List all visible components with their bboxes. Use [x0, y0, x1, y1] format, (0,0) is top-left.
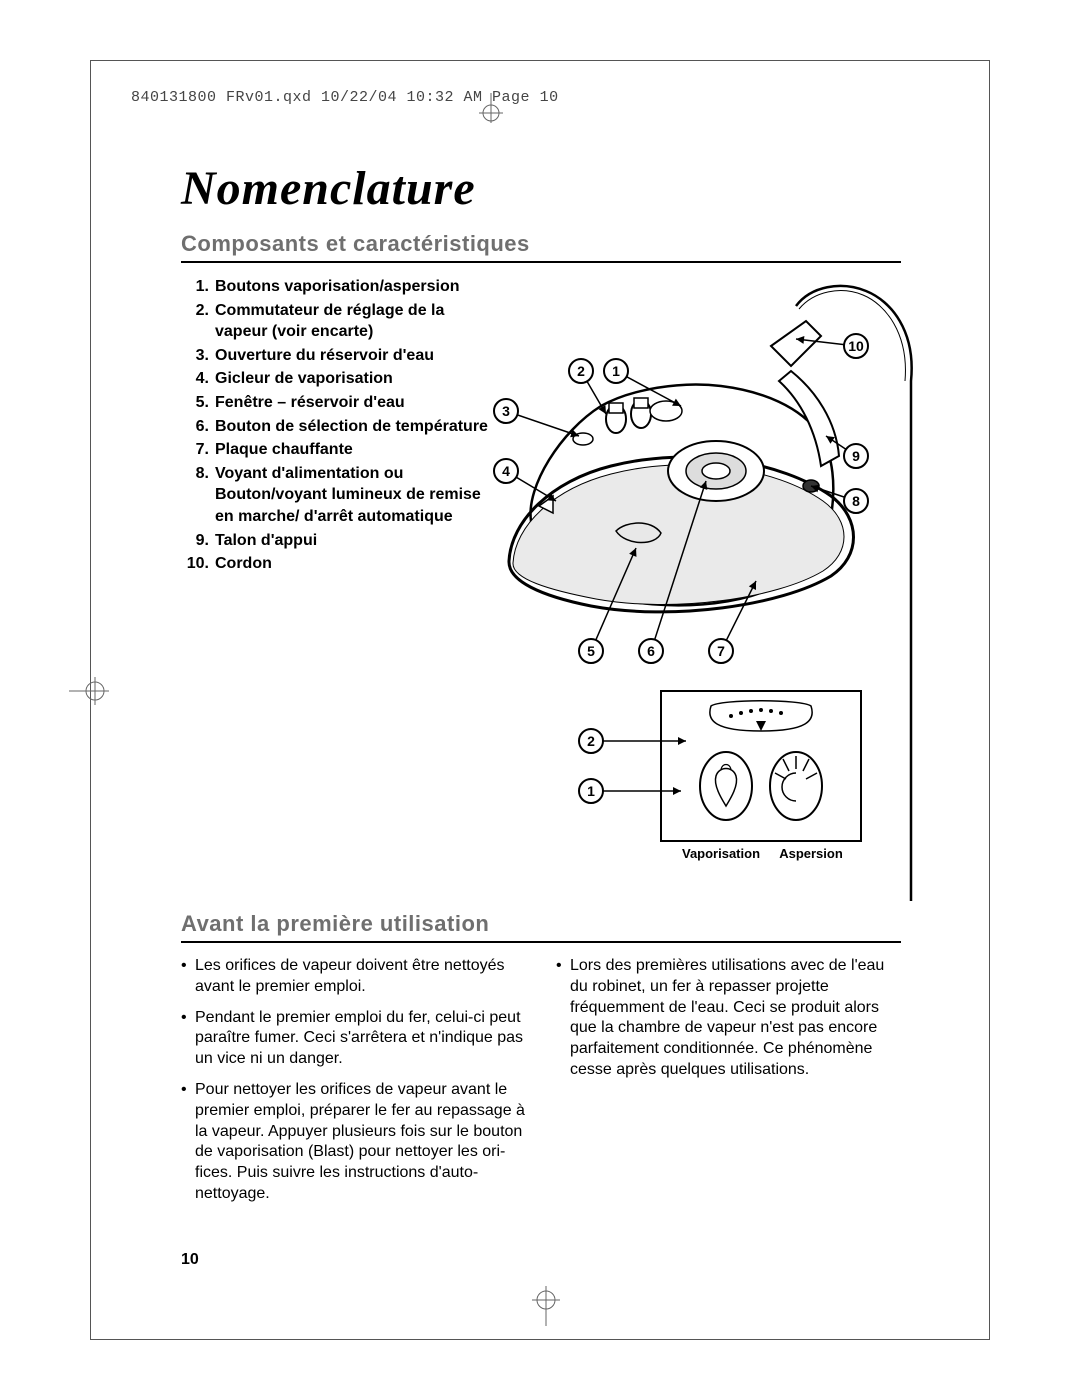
crop-mark-top: [471, 93, 511, 123]
page-title: Nomenclature: [181, 161, 476, 216]
callout-number: 4: [502, 463, 510, 479]
parts-item-label: Ouverture du réservoir d'eau: [215, 345, 491, 367]
parts-item-label: Talon d'appui: [215, 530, 491, 552]
callout-number: 1: [612, 363, 620, 379]
parts-item-label: Plaque chauffante: [215, 439, 491, 461]
inset-label-right: Aspersion: [779, 846, 843, 861]
parts-list-item: 7. Plaque chauffante: [181, 439, 491, 461]
bullet-text: Pendant le premier emploi du fer, celui-…: [195, 1008, 526, 1070]
parts-item-number: 8.: [181, 463, 209, 528]
bullet-text: Les orifices de vapeur doivent être nett…: [195, 956, 526, 998]
column-right: •Lors des premières utilisations avec de…: [556, 956, 901, 1215]
parts-item-label: Cordon: [215, 553, 491, 575]
parts-list-item: 8.Voyant d'alimentation ou Bouton/voyant…: [181, 463, 491, 528]
parts-item-label: Voyant d'alimentation ou Bouton/voyant l…: [215, 463, 491, 528]
section-rule-2: [181, 941, 901, 943]
parts-item-label: Fenêtre – réservoir d'eau: [215, 392, 491, 414]
callout-number: 3: [502, 403, 510, 419]
parts-item-label: Bouton de sélection de température: [215, 416, 491, 438]
parts-list-item: 10. Cordon: [181, 553, 491, 575]
inset-label-left: Vaporisation: [682, 846, 760, 861]
callout-number: 6: [647, 643, 655, 659]
bullet-text: Lors des premières utilisations avec de …: [570, 956, 901, 1081]
callout-number: 5: [587, 643, 595, 659]
parts-item-number: 10.: [181, 553, 209, 575]
section-heading-components: Composants et caractéristiques: [181, 231, 530, 257]
bullet-item: •Pendant le premier emploi du fer, celui…: [181, 1008, 526, 1070]
bullet-item: •Lors des premières utilisations avec de…: [556, 956, 901, 1081]
parts-list-item: 3. Ouverture du réservoir d'eau: [181, 345, 491, 367]
parts-item-number: 2.: [181, 300, 209, 343]
parts-item-number: 4.: [181, 368, 209, 390]
bullet-item: •Les orifices de vapeur doivent être net…: [181, 956, 526, 998]
parts-list-item: 2.Commutateur de réglage de la vapeur (v…: [181, 300, 491, 343]
page-number: 10: [181, 1251, 199, 1269]
parts-item-label: Boutons vaporisation/aspersion: [215, 276, 491, 298]
callout-number: 8: [852, 493, 860, 509]
bullet-dot: •: [181, 956, 195, 998]
parts-item-number: 7.: [181, 439, 209, 461]
bullet-item: •Pour nettoyer les orifices de vapeur av…: [181, 1080, 526, 1205]
callout-number: 1: [587, 783, 595, 799]
callout-number: 7: [717, 643, 725, 659]
callout-number: 10: [848, 338, 864, 354]
section-heading-before-use: Avant la première utilisation: [181, 911, 489, 937]
parts-item-number: 9.: [181, 530, 209, 552]
body-columns: •Les orifices de vapeur doivent être net…: [181, 956, 901, 1215]
parts-item-number: 1.: [181, 276, 209, 298]
parts-list-item: 6. Bouton de sélection de température: [181, 416, 491, 438]
parts-item-label: Gicleur de vaporisation: [215, 368, 491, 390]
page-frame: 840131800 FRv01.qxd 10/22/04 10:32 AM Pa…: [90, 60, 990, 1340]
parts-item-number: 3.: [181, 345, 209, 367]
parts-list-item: 9. Talon d'appui: [181, 530, 491, 552]
bullet-text: Pour nettoyer les orifices de vapeur ava…: [195, 1080, 526, 1205]
bullet-dot: •: [181, 1008, 195, 1070]
parts-list-item: 5. Fenêtre – réservoir d'eau: [181, 392, 491, 414]
crop-mark-bottom: [526, 1286, 566, 1326]
callout-number: 2: [587, 733, 595, 749]
parts-item-number: 6.: [181, 416, 209, 438]
iron-diagram: Vaporisation Aspersion 1 2 3 4 5 6 7 8 9 10 2 1: [461, 261, 941, 901]
column-left: •Les orifices de vapeur doivent être net…: [181, 956, 526, 1215]
parts-list: 1.Boutons vaporisation/aspersion2.Commut…: [181, 276, 491, 577]
parts-list-item: 4. Gicleur de vaporisation: [181, 368, 491, 390]
callout-number: 2: [577, 363, 585, 379]
parts-item-label: Commutateur de réglage de la vapeur (voi…: [215, 300, 491, 343]
crop-mark-left: [69, 671, 109, 711]
parts-item-number: 5.: [181, 392, 209, 414]
bullet-dot: •: [181, 1080, 195, 1205]
parts-list-item: 1. Boutons vaporisation/aspersion: [181, 276, 491, 298]
bullet-dot: •: [556, 956, 570, 1081]
callout-number: 9: [852, 448, 860, 464]
